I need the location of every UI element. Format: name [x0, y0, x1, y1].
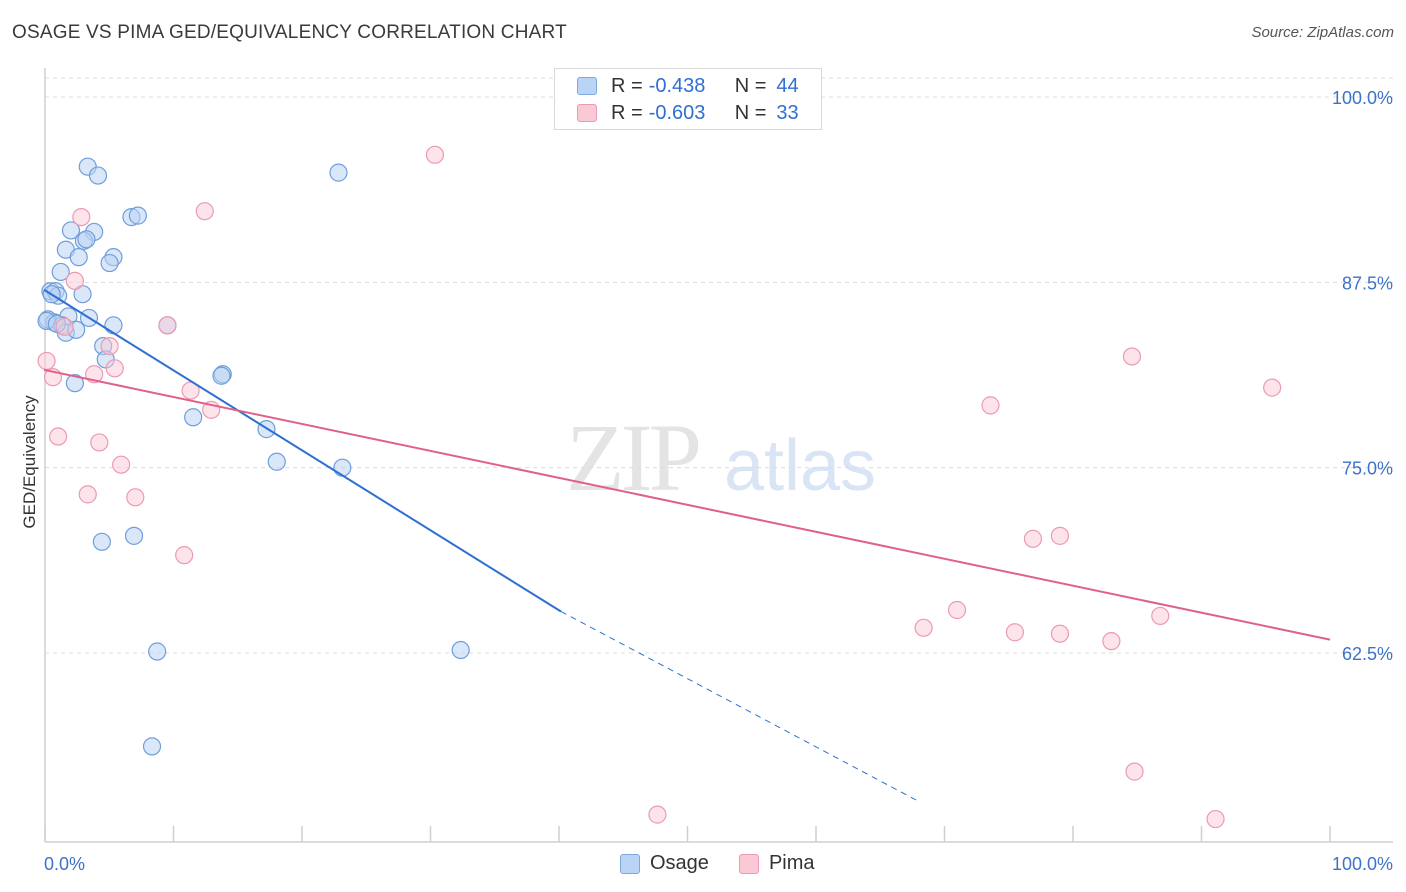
osage-point	[61, 221, 81, 240]
pima-point	[1050, 526, 1070, 545]
osage-point	[212, 366, 231, 385]
pima-point	[947, 600, 967, 620]
y-tick-label: 75.0%	[1342, 459, 1393, 479]
osage-swatch	[620, 853, 640, 874]
pima-point	[55, 317, 74, 336]
pima-point	[1050, 624, 1070, 643]
osage-trendline	[43, 288, 562, 613]
osage-point	[329, 163, 348, 182]
series-legend: Osage Pima	[620, 852, 845, 875]
pima-point	[1005, 623, 1025, 642]
svg-text:ZIP: ZIP	[566, 404, 699, 511]
pima-point	[1206, 809, 1225, 829]
source-label: Source: ZipAtlas.com	[1251, 24, 1394, 41]
r-label: R =	[611, 101, 643, 124]
pima-swatch	[577, 104, 597, 122]
r-value: -0.603	[648, 101, 706, 124]
pima-point	[112, 455, 131, 474]
osage-point	[451, 640, 470, 660]
legend-label-pima: Pima	[768, 852, 815, 874]
osage-point	[100, 253, 119, 273]
pima-point	[72, 207, 91, 227]
x-tick-label-left: 0.0%	[44, 854, 85, 874]
pima-point	[37, 351, 56, 371]
legend-label-osage: Osage	[650, 852, 709, 874]
pima-point	[1263, 378, 1282, 397]
osage-point	[142, 737, 162, 756]
legend-item-osage[interactable]: Osage	[620, 852, 709, 875]
osage-point	[148, 642, 167, 661]
osage-point	[51, 262, 70, 282]
osage-swatch	[577, 77, 597, 95]
chart-title: OSAGE VS PIMA GED/EQUIVALENCY CORRELATIO…	[12, 22, 567, 43]
osage-point	[77, 230, 96, 249]
osage-point	[184, 408, 203, 427]
y-tick-label: 87.5%	[1342, 273, 1393, 293]
svg-text:atlas: atlas	[724, 426, 876, 506]
osage-point	[128, 206, 147, 225]
pima-point	[175, 546, 194, 565]
legend-item-pima[interactable]: Pima	[738, 852, 815, 875]
pima-point	[914, 618, 933, 637]
pima-swatch	[738, 853, 759, 874]
pima-trendline	[43, 368, 1331, 641]
r-label: R =	[611, 74, 643, 97]
pima-point	[105, 359, 124, 378]
pima-point	[1125, 762, 1144, 781]
n-value: 33	[776, 101, 799, 124]
pima-point	[1102, 632, 1121, 651]
pima-point	[1151, 606, 1170, 626]
y-tick-label: 62.5%	[1342, 644, 1393, 664]
pima-point	[425, 145, 445, 164]
pima-point	[78, 485, 97, 504]
pima-point	[100, 336, 119, 356]
pima-point	[49, 427, 68, 446]
pima-point	[158, 316, 177, 335]
n-value: 44	[776, 74, 799, 97]
pima-point	[126, 488, 145, 507]
pima-point	[195, 202, 214, 221]
legend-row-pima: R = -0.603 N = 33	[577, 100, 799, 126]
osage-point	[333, 458, 352, 477]
osage-point	[73, 285, 92, 304]
osage-trendline-extension	[560, 611, 919, 802]
legend-row-osage: R = -0.438 N = 44	[577, 73, 799, 99]
n-label: N =	[734, 74, 767, 97]
pima-point	[648, 805, 667, 824]
pima-point	[65, 271, 84, 290]
r-value: -0.438	[648, 74, 706, 97]
pima-point	[981, 396, 1000, 415]
y-tick-label: 100.0%	[1332, 88, 1393, 108]
osage-point	[88, 166, 108, 185]
pima-point	[1023, 529, 1043, 548]
osage-point	[124, 526, 144, 545]
pima-point	[90, 433, 109, 452]
x-tick-label-right: 100.0%	[1332, 854, 1393, 874]
correlation-legend: R = -0.438 N = 44 R = -0.603 N = 33	[554, 68, 822, 130]
pima-point	[1122, 347, 1142, 366]
n-label: N =	[734, 101, 767, 124]
osage-point	[104, 316, 123, 335]
osage-point	[267, 452, 286, 471]
osage-point	[92, 532, 111, 551]
osage-point	[69, 248, 88, 267]
zipatlas-watermark: ZIP atlas	[566, 404, 876, 511]
osage-point	[65, 374, 84, 393]
